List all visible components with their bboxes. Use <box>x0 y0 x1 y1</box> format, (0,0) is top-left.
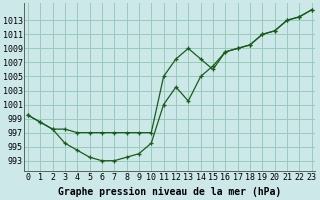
X-axis label: Graphe pression niveau de la mer (hPa): Graphe pression niveau de la mer (hPa) <box>58 187 281 197</box>
